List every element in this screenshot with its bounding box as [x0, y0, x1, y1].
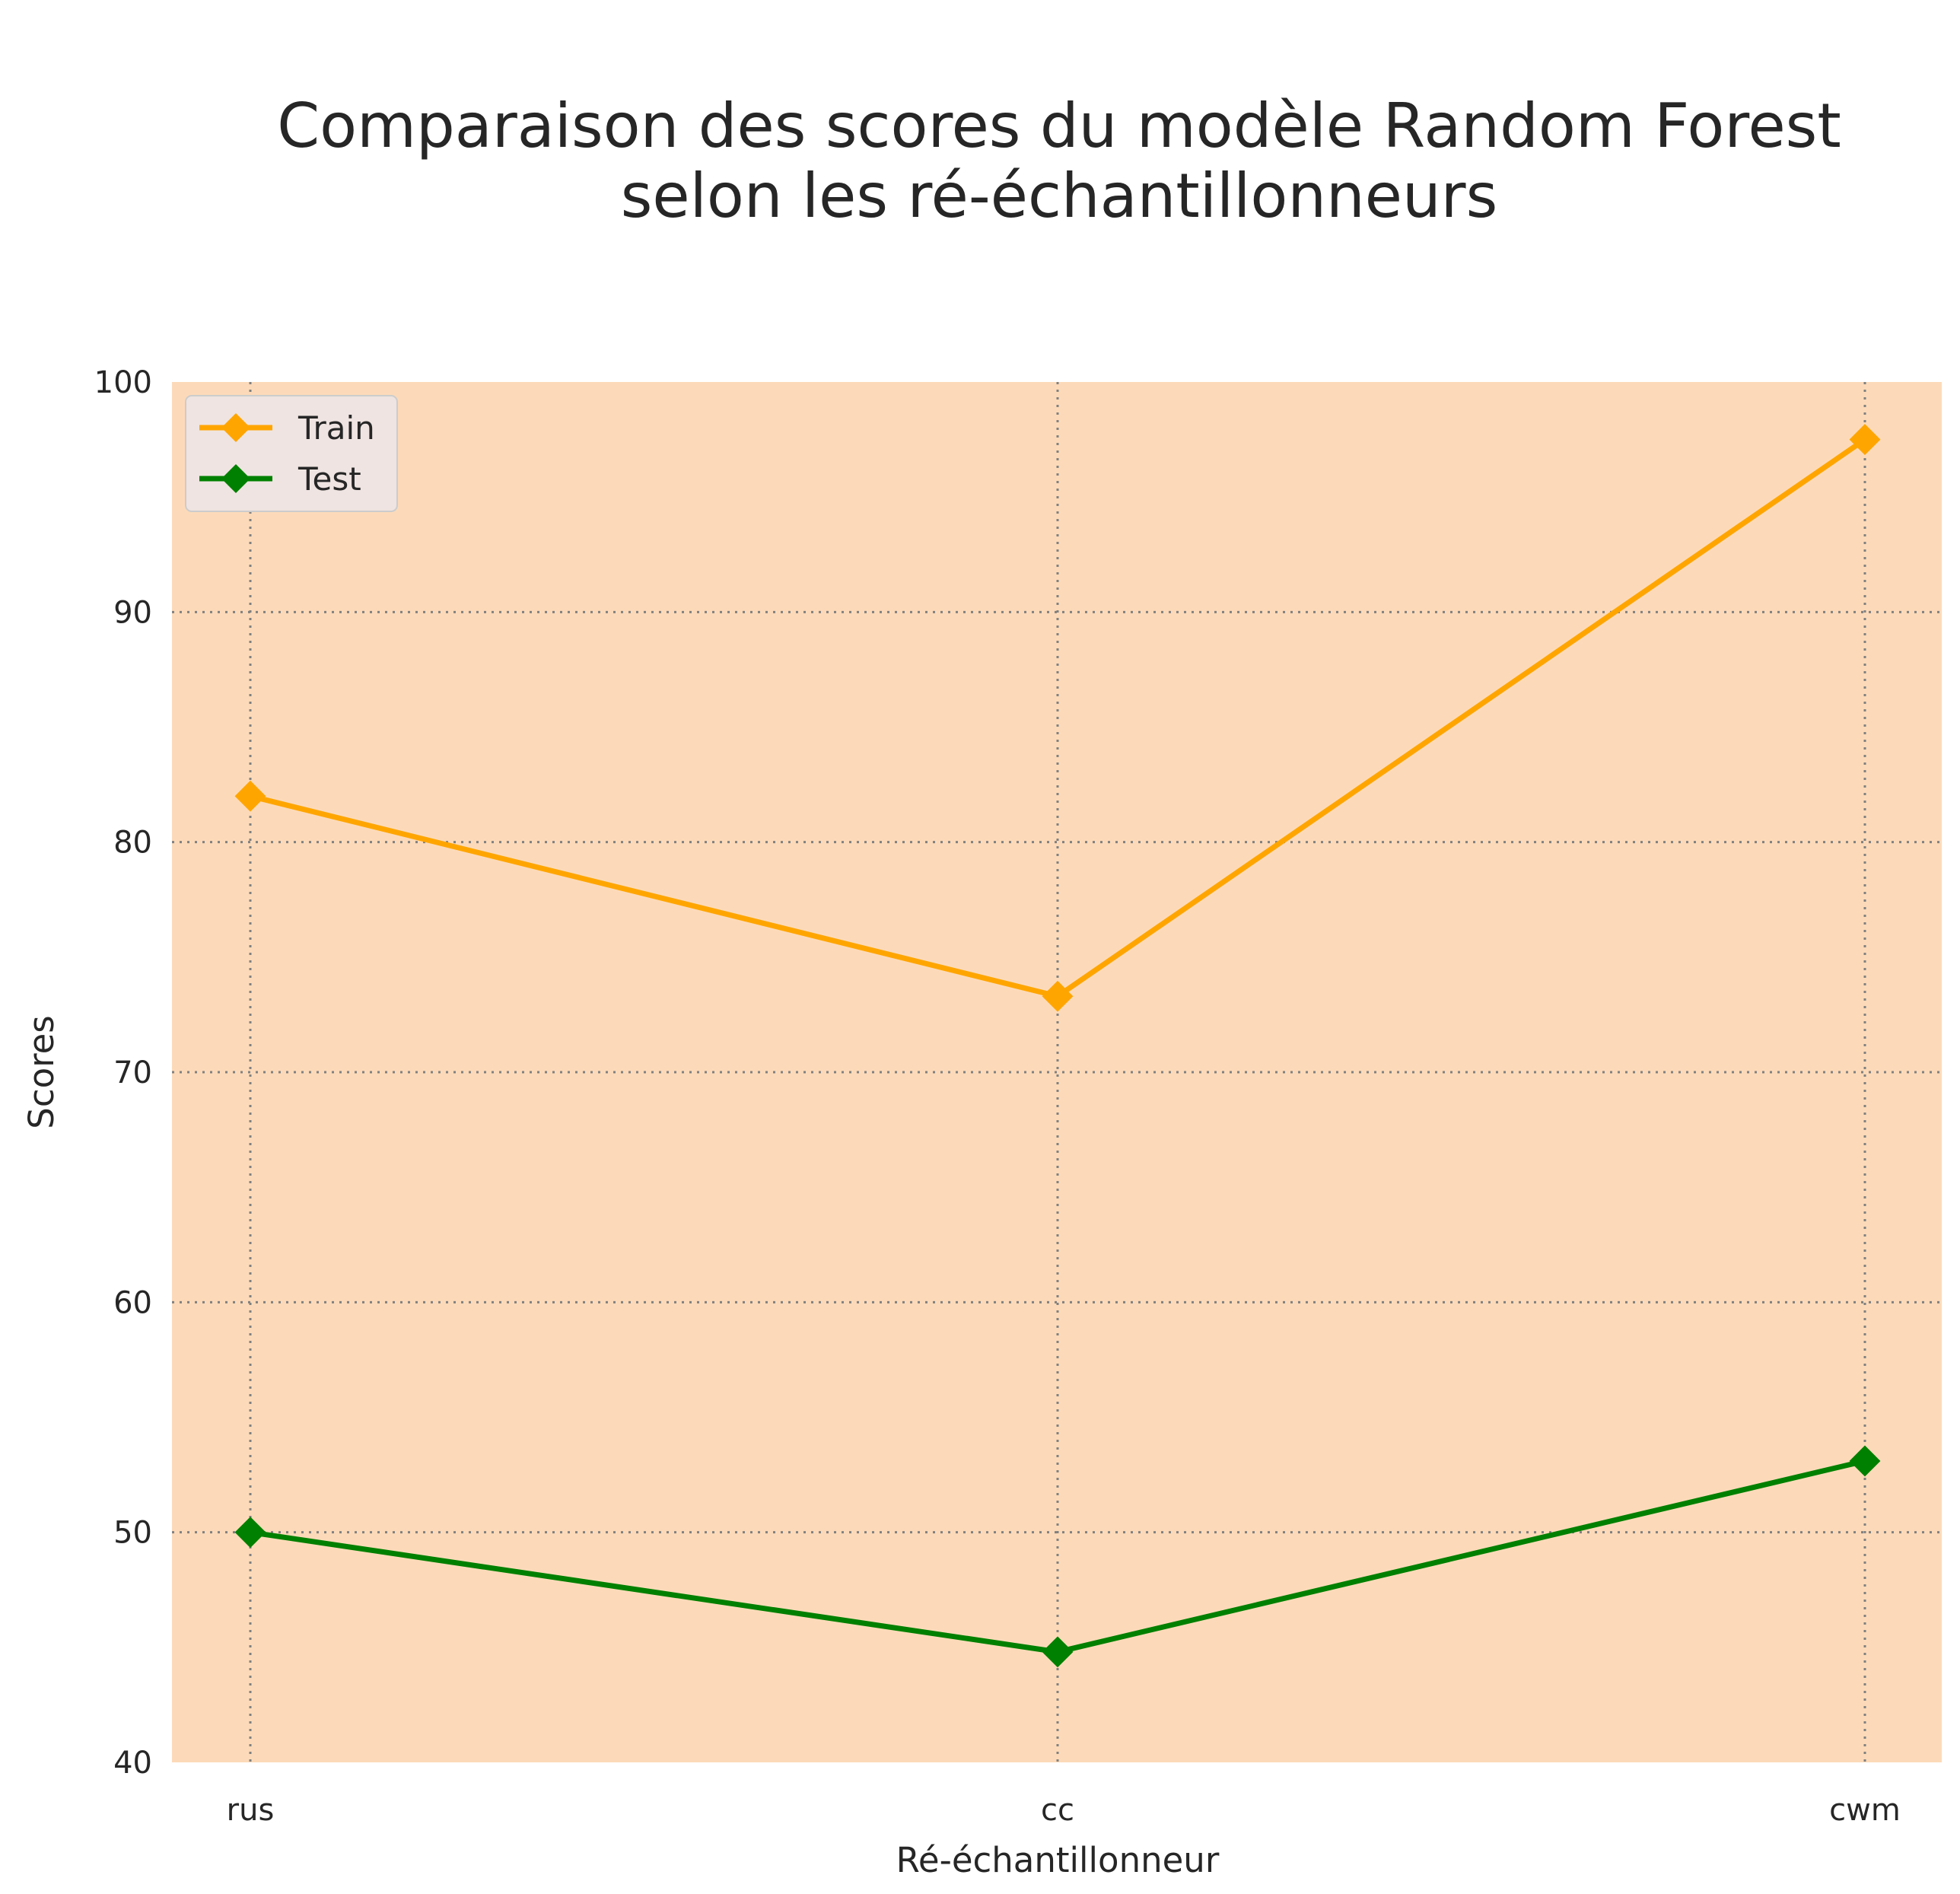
x-axis-ticks: rus cc cwm: [227, 1793, 1901, 1828]
y-tick-label: 50: [113, 1516, 152, 1551]
data-point-test: [1042, 1636, 1074, 1668]
x-tick-label: rus: [227, 1793, 275, 1828]
x-tick-label: cc: [1041, 1793, 1074, 1828]
legend-label-train: Train: [298, 409, 375, 447]
legend-label-test: Test: [298, 460, 361, 498]
data-point-train: [1849, 424, 1881, 455]
data-point-train: [1042, 980, 1074, 1012]
data-point-train: [234, 780, 266, 812]
legend-marker-train: [221, 413, 250, 442]
y-tick-label: 40: [113, 1746, 152, 1781]
chart-title-line-2: selon les ré-échantillonneurs: [621, 161, 1498, 231]
legend: Train Test: [185, 395, 398, 512]
y-tick-label: 60: [113, 1285, 152, 1320]
y-axis-label: Scores: [21, 1015, 62, 1128]
series-group: [234, 424, 1881, 1668]
data-point-test: [234, 1517, 266, 1549]
x-axis-label: Ré-échantillonneur: [896, 1840, 1220, 1880]
y-axis-ticks: 40 50 60 70 80 90 100: [94, 365, 152, 1781]
x-tick-label: cwm: [1829, 1793, 1901, 1828]
y-tick-label: 90: [113, 595, 152, 630]
chart-title-line-1: Comparaison des scores du modèle Random …: [277, 91, 1841, 161]
legend-marker-test: [221, 464, 250, 493]
y-tick-label: 80: [113, 826, 152, 861]
y-tick-label: 100: [94, 365, 152, 400]
data-point-test: [1849, 1445, 1881, 1477]
y-tick-label: 70: [113, 1055, 152, 1090]
